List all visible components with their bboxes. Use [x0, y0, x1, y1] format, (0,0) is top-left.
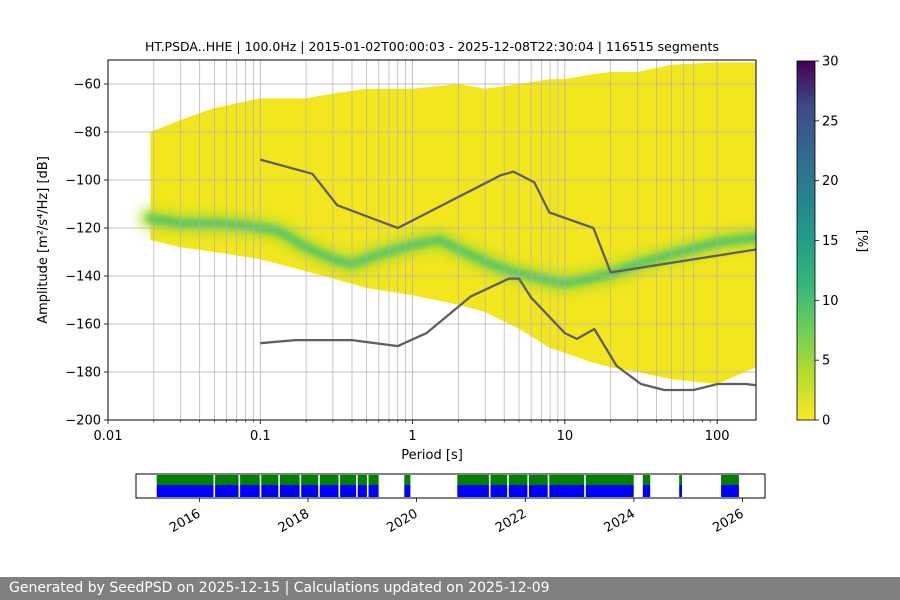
y-tick-label: −180: [65, 366, 101, 381]
coverage-bar-blue: [721, 485, 739, 497]
series-line-nlnm: [260, 277, 756, 392]
coverage-bar-blue: [679, 485, 682, 497]
coverage-gap: [259, 475, 262, 497]
colorbar-tick-label: 15: [822, 234, 839, 249]
plot-area: −200 −180 −160 −140 −120 −100 −80 −60 0.01 0.1 1 1…: [65, 59, 757, 444]
coverage-bar-green: [457, 475, 634, 485]
timeline-ticks: 2016 2018 2020 2022 2024 2026: [167, 498, 747, 536]
y-tick-label: −200: [65, 414, 101, 429]
psd-band-yellow: [150, 62, 756, 385]
timeline-tick-label: 2020: [384, 506, 420, 536]
timeline-tick-label: 2016: [167, 506, 203, 536]
colorbar-gradient: [796, 60, 816, 421]
y-tick-label: −80: [74, 126, 101, 141]
series-line-nhnm: [259, 158, 756, 274]
y-axis-label: Amplitude [m²/s⁴/Hz] [dB]: [36, 156, 51, 324]
colorbar: 0 5 10 15 20 25 30 [%]: [796, 55, 869, 429]
coverage-gap: [356, 475, 358, 497]
timeline-frame: [135, 473, 766, 499]
colorbar-tick-label: 20: [822, 174, 839, 189]
x-tick-label: 10: [557, 429, 574, 444]
y-tick-label: −100: [65, 174, 101, 189]
y-tick-label: −160: [65, 318, 101, 333]
x-axis-label: Period [s]: [401, 448, 463, 463]
y-axis-ticks: −200 −180 −160 −140 −120 −100 −80 −60: [65, 78, 108, 429]
coverage-bar-green: [679, 475, 682, 485]
coverage-bar-green: [404, 475, 411, 485]
coverage-bar-blue: [156, 485, 379, 497]
x-tick-label: 0.01: [94, 429, 123, 444]
data-coverage-timeline: 2016 2018 2020 2022 2024 2026: [135, 473, 766, 536]
coverage-gap: [366, 475, 369, 497]
timeline-tick-label: 2024: [602, 506, 638, 536]
colorbar-tick-label: 25: [822, 114, 839, 129]
coverage-gap: [584, 475, 586, 497]
y-tick-label: −120: [65, 222, 101, 237]
y-tick-label: −140: [65, 270, 101, 285]
colorbar-tick-label: 10: [822, 294, 839, 309]
coverage-bar-blue: [457, 485, 634, 497]
plot-frame: [107, 59, 757, 421]
coverage-bar-green: [721, 475, 739, 485]
coverage-bar-blue: [404, 485, 411, 497]
coverage-gap: [488, 475, 491, 497]
noise-model-curves: [259, 158, 756, 392]
colorbar-tick-label: 5: [822, 354, 830, 369]
grid-lines: [108, 60, 756, 420]
colorbar-tick-label: 30: [822, 55, 839, 70]
colorbar-tick-label: 0: [822, 414, 830, 429]
colorbar-ticks: 0 5 10 15 20 25 30: [815, 55, 839, 429]
x-tick-label: 1: [408, 429, 416, 444]
coverage-bar-blue: [642, 485, 651, 497]
x-tick-label: 0.1: [250, 429, 271, 444]
coverage-bar-green: [156, 475, 379, 485]
footer-text: Generated by SeedPSD on 2025-12-15 | Cal…: [0, 577, 900, 600]
timeline-tick-label: 2026: [710, 506, 746, 536]
coverage-gap: [299, 475, 302, 497]
coverage-gap: [507, 475, 509, 497]
coverage-gap: [338, 475, 341, 497]
colorbar-label: [%]: [854, 230, 869, 253]
coverage-gap: [318, 475, 320, 497]
timeline-tick-label: 2018: [276, 506, 312, 536]
coverage-gap: [238, 475, 241, 497]
timeline-bars: [156, 475, 739, 497]
coverage-gap: [547, 475, 550, 497]
coverage-gap: [527, 475, 529, 497]
coverage-gap: [213, 475, 216, 497]
coverage-gap: [278, 475, 280, 497]
chart-title: HT.PSDA..HHE | 100.0Hz | 2015-01-02T00:0…: [145, 39, 719, 54]
x-tick-label: 100: [705, 429, 730, 444]
coverage-bar-green: [642, 475, 651, 485]
x-axis-ticks: 0.01 0.1 1 10 100: [94, 420, 730, 444]
timeline-tick-label: 2022: [493, 506, 529, 536]
y-tick-label: −60: [74, 78, 101, 93]
